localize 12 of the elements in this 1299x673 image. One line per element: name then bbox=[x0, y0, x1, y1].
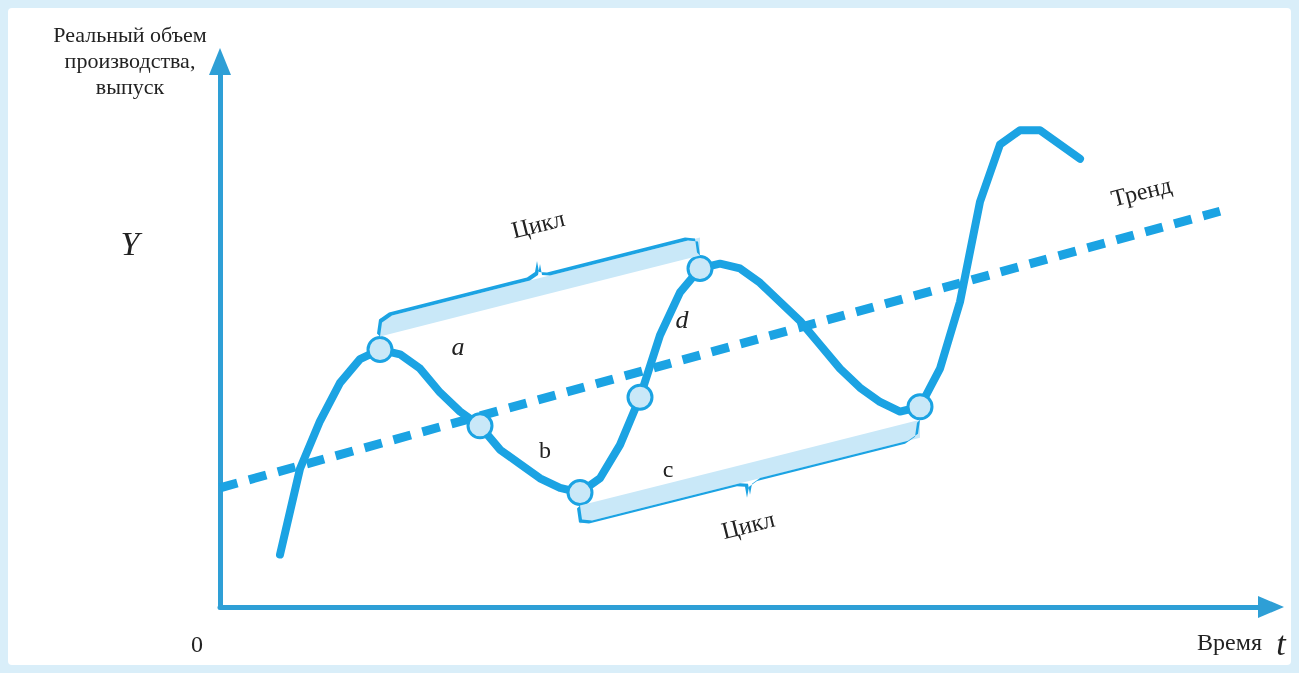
annotation: a bbox=[451, 331, 465, 361]
text: Y bbox=[120, 225, 143, 262]
annotation: c bbox=[662, 456, 674, 483]
annotation: Цикл bbox=[508, 205, 568, 244]
text: Тренд bbox=[1108, 171, 1175, 212]
annotation: Цикл bbox=[718, 505, 778, 545]
annotation: b bbox=[539, 436, 551, 463]
y-axis-title: Реальный объем производства, выпуск bbox=[52, 22, 208, 100]
text: 0 bbox=[191, 631, 203, 657]
annotation: d bbox=[675, 305, 690, 335]
x-axis-title: Время bbox=[1197, 629, 1262, 655]
text: t bbox=[1276, 625, 1288, 662]
